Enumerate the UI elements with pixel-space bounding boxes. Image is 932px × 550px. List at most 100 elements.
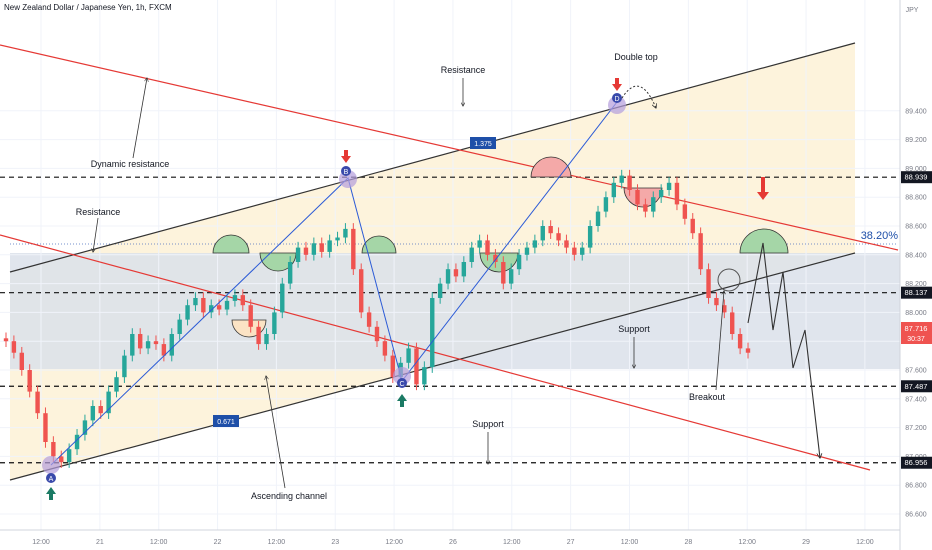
level-price-label: 88.137 <box>905 288 928 297</box>
current-price-label: 87.716 30:37 <box>901 322 932 344</box>
candle <box>422 361 427 391</box>
ratio-upper-label: 1.375 <box>470 137 496 149</box>
time-tick-label: 12:00 <box>150 539 168 546</box>
price-tick-label: 87.200 <box>905 425 927 432</box>
candle <box>11 335 17 359</box>
dynamic-resistance-line <box>0 44 899 251</box>
candle <box>232 289 238 307</box>
candle <box>674 177 680 211</box>
price-tick-label: 89.200 <box>905 137 927 144</box>
candle <box>477 234 482 254</box>
point-b-marker: B <box>339 166 357 188</box>
candle <box>98 400 103 419</box>
candle <box>327 234 332 258</box>
price-axis-unit: JPY <box>906 7 919 14</box>
green-up-arrow-icon <box>46 487 56 500</box>
breakout-label: Breakout <box>689 392 726 402</box>
candle <box>643 198 648 218</box>
time-tick-label: 12:00 <box>503 539 521 546</box>
red-down-arrow-icon <box>341 150 351 163</box>
candle <box>445 263 451 290</box>
time-tick-label: 28 <box>684 539 692 546</box>
svg-text:B: B <box>344 169 349 176</box>
candle <box>122 349 127 383</box>
red-down-arrow-icon <box>612 78 622 91</box>
candle <box>580 241 585 261</box>
resistance-top-label: Resistance <box>441 65 486 75</box>
point-a-marker: A <box>42 456 60 483</box>
candle <box>161 338 167 362</box>
level-price-box <box>901 456 932 469</box>
dynamic-support-line <box>0 234 871 471</box>
price-axis-labels: 88.939 88.137 87.487 86.956 <box>901 171 932 469</box>
channel-upper-line <box>9 42 856 273</box>
projected-path <box>747 242 820 458</box>
candle <box>280 277 285 319</box>
candle <box>572 241 577 261</box>
level-price-label: 86.956 <box>905 458 928 467</box>
candle <box>74 429 80 455</box>
candle <box>311 237 317 261</box>
candle <box>177 313 182 340</box>
candle <box>430 292 435 373</box>
time-tick-label: 12:00 <box>738 539 756 546</box>
price-tick-label: 88.600 <box>905 224 927 231</box>
candle <box>145 335 151 355</box>
candle <box>59 450 64 468</box>
candle <box>335 231 340 247</box>
svg-text:1.375: 1.375 <box>474 141 492 148</box>
candle <box>516 249 522 275</box>
svg-text:A: A <box>49 476 54 483</box>
candle <box>343 223 348 244</box>
level-price-box <box>901 171 932 184</box>
candle <box>201 292 206 319</box>
time-tick-label: 12:00 <box>621 539 639 546</box>
grid-horizontal <box>0 110 900 515</box>
candle <box>185 299 190 326</box>
candle <box>524 241 530 261</box>
time-tick-label: 22 <box>214 539 222 546</box>
time-tick-label: 27 <box>567 539 575 546</box>
price-tick-label: 86.600 <box>905 512 927 519</box>
svg-text:C: C <box>399 381 404 388</box>
price-tick-label: 88.000 <box>905 310 927 317</box>
support-bottom-label: Support <box>472 419 504 429</box>
candle <box>319 237 324 258</box>
candle <box>19 346 24 376</box>
candle <box>264 328 269 350</box>
candle <box>295 241 301 268</box>
horizontal-levels <box>0 176 900 464</box>
candle <box>666 177 672 196</box>
time-tick-label: 12:00 <box>268 539 286 546</box>
candle <box>737 328 743 355</box>
breakout-circle <box>717 268 741 292</box>
candle <box>240 289 246 311</box>
double-top-label: Double top <box>614 52 658 62</box>
time-axis-ticks: 12:00 21 12:00 22 12:00 23 12:00 26 12:00 27 12:00… <box>32 539 874 546</box>
candle <box>374 321 380 347</box>
candle <box>303 241 309 261</box>
level-price-box <box>901 380 932 393</box>
double-top-arc <box>621 85 656 108</box>
candle <box>469 241 474 268</box>
level-price-label: 88.939 <box>905 173 928 182</box>
candle <box>532 234 538 254</box>
candle <box>485 234 490 261</box>
ratio-lower-label: 0.671 <box>213 415 239 427</box>
candle <box>35 385 40 419</box>
ascending-channel-label: Ascending channel <box>251 491 327 501</box>
red-down-arrow-icon <box>757 177 769 200</box>
candle <box>453 263 459 283</box>
price-tick-label: 88.800 <box>905 195 927 202</box>
candle <box>390 349 395 383</box>
candle <box>611 177 617 203</box>
price-tick-label: 87.600 <box>905 368 927 375</box>
price-tick-label: 87.400 <box>905 396 927 403</box>
dynamic-resistance-label: Dynamic resistance <box>91 159 170 169</box>
candle <box>595 205 601 232</box>
price-tick-label: 88.400 <box>905 252 927 259</box>
candle <box>658 184 664 203</box>
chart-title: New Zealand Dollar / Japanese Yen, 1h, F… <box>4 3 172 12</box>
candle <box>627 169 632 196</box>
